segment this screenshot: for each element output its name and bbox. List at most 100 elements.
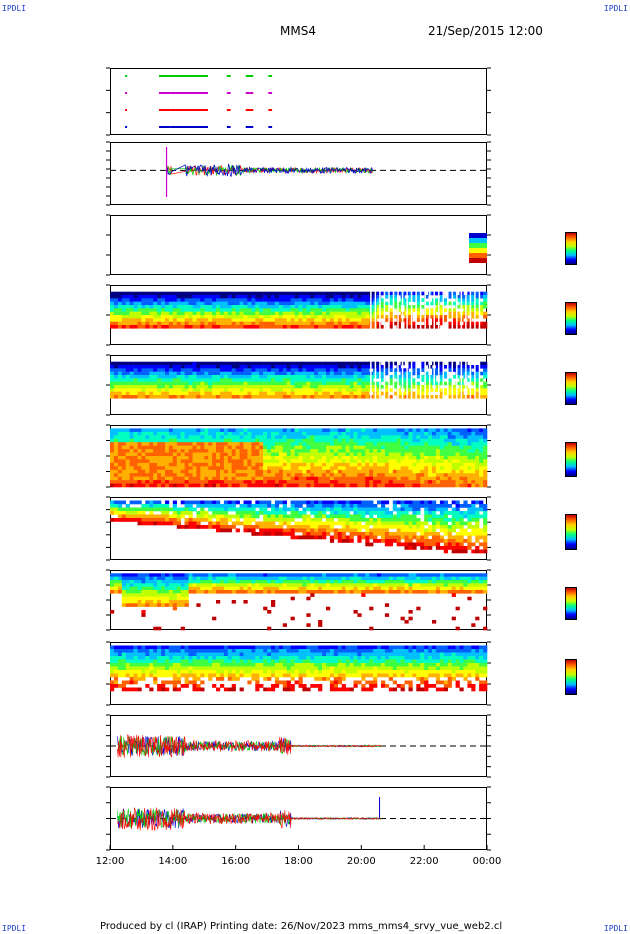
heatmap-cell: [227, 476, 232, 481]
heatmap-cell: [314, 388, 319, 392]
heatmap-cell: [129, 596, 134, 601]
heatmap-cell: [306, 514, 311, 519]
heatmap-cell: [259, 371, 264, 376]
heatmap-cell: [475, 305, 480, 309]
heatmap-cell: [220, 311, 225, 316]
heatmap-cell: [420, 315, 425, 319]
heatmap-cell: [153, 295, 158, 299]
heatmap-cell: [432, 438, 437, 443]
heatmap-cell: [172, 298, 177, 302]
heatmap-cell: [420, 391, 425, 396]
heatmap-cell: [408, 431, 413, 436]
heatmap-cell: [310, 391, 315, 396]
heatmap-cell: [329, 452, 335, 457]
heatmap-cell: [137, 438, 142, 443]
heatmap-cell: [420, 539, 425, 543]
heatmap-cell: [439, 483, 445, 488]
heatmap-cell: [110, 375, 115, 379]
heatmap-cell: [235, 305, 240, 309]
heatmap-cell: [459, 445, 464, 450]
heatmap-cell: [208, 311, 213, 316]
data-gap-stripe: [383, 287, 386, 343]
heatmap-cell: [310, 361, 315, 366]
heatmap-cell: [345, 480, 350, 484]
heatmap-cell: [153, 626, 158, 631]
heatmap-cell: [392, 435, 397, 439]
heatmap-cell: [180, 378, 185, 382]
heatmap-cell: [439, 388, 445, 392]
heatmap-cell: [129, 305, 134, 309]
heatmap-cell: [467, 469, 472, 474]
heatmap-cell: [408, 325, 413, 329]
heatmap-cell: [125, 600, 130, 604]
heatmap-cell: [341, 371, 346, 376]
heatmap-cell: [176, 449, 181, 453]
heatmap-cell: [455, 431, 460, 436]
heatmap-cell: [420, 459, 425, 464]
heatmap-cell: [451, 521, 456, 526]
heatmap-cell: [353, 371, 358, 376]
heatmap-cell: [110, 583, 115, 587]
heatmap-cell: [298, 462, 303, 467]
heatmap-cell: [125, 295, 130, 299]
heatmap-cell: [278, 295, 284, 299]
heatmap-cell: [113, 586, 119, 591]
heatmap-cell: [239, 361, 244, 366]
heatmap-cell: [294, 321, 299, 326]
heatmap-cell: [110, 438, 115, 443]
heatmap-cell: [345, 525, 350, 529]
heatmap-cell: [141, 476, 146, 481]
heatmap-cell: [294, 456, 299, 460]
heatmap-cell: [180, 473, 185, 477]
heatmap-cell: [373, 438, 378, 443]
heatmap-cell: [377, 325, 382, 329]
heatmap-cell: [267, 428, 272, 433]
heatmap-cell: [141, 295, 146, 299]
heatmap-cell: [443, 456, 448, 460]
heatmap-cell: [443, 504, 448, 508]
heatmap-cell: [483, 480, 488, 484]
burst-interval: [226, 92, 231, 94]
heatmap-cell: [404, 431, 409, 436]
heatmap-cell: [447, 435, 452, 439]
heatmap-cell: [251, 301, 256, 306]
heatmap-cell: [294, 521, 299, 526]
heatmap-cell: [212, 315, 217, 319]
heatmap-cell: [200, 368, 205, 372]
heatmap-cell: [318, 431, 323, 436]
heatmap-cell: [110, 500, 115, 505]
heatmap-cell: [141, 580, 146, 584]
heatmap-cell: [384, 466, 390, 470]
heatmap-cell: [251, 295, 256, 299]
heatmap-cell: [251, 318, 256, 322]
heatmap-cell: [184, 388, 189, 392]
heatmap-cell: [196, 361, 201, 366]
heatmap-cell: [365, 385, 370, 389]
heatmap-cell: [180, 368, 185, 372]
data-gap-stripe: [442, 357, 445, 413]
heatmap-cell: [153, 459, 158, 464]
heatmap-cell: [459, 466, 464, 470]
heatmap-cell: [381, 466, 386, 470]
heatmap-cell: [212, 525, 217, 529]
heatmap-cell: [110, 381, 115, 386]
heatmap-cell: [165, 308, 170, 312]
heatmap-cell: [188, 466, 193, 470]
heatmap-cell: [314, 308, 319, 312]
heatmap-cell: [220, 473, 225, 477]
heatmap-cell: [420, 525, 425, 529]
heatmap-cell: [278, 473, 284, 477]
heatmap-cell: [310, 469, 315, 474]
heatmap-cell: [345, 428, 350, 433]
heatmap-cell: [145, 449, 150, 453]
heatmap-cell: [157, 321, 162, 326]
heatmap-cell: [329, 381, 335, 386]
heatmap-cell: [388, 449, 393, 453]
heatmap-cell: [318, 535, 323, 540]
heatmap-cell: [184, 483, 189, 488]
heatmap-cell: [365, 305, 370, 309]
heatmap-cell: [483, 381, 488, 386]
heatmap-cell: [455, 381, 460, 386]
heatmap-cell: [168, 375, 174, 379]
heatmap-cell: [141, 507, 146, 512]
